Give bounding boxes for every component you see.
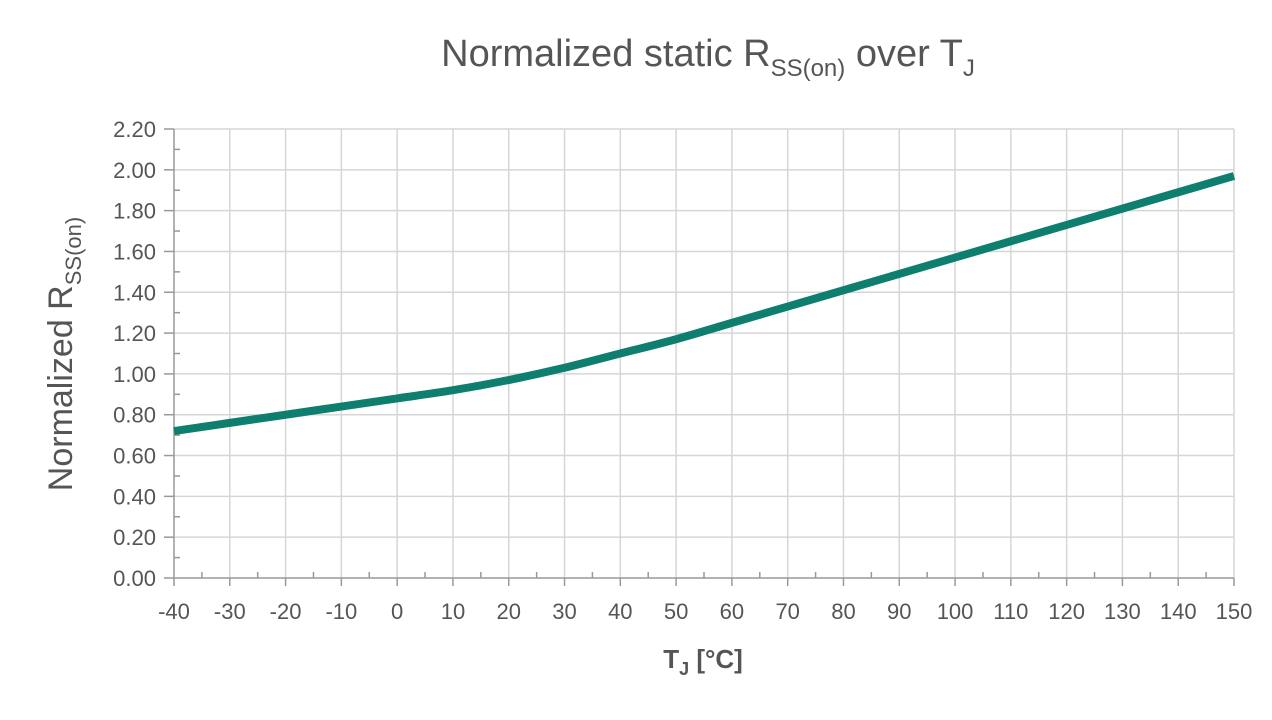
x-tick-label: 50	[664, 599, 688, 624]
x-tick-label: 0	[391, 599, 403, 624]
y-tick-label: 1.40	[113, 280, 156, 305]
y-axis-label-main: Normalized R	[42, 285, 80, 491]
series-line-0	[173, 172, 1236, 436]
x-tick-label: 100	[937, 599, 974, 624]
y-tick-label: 1.20	[113, 321, 156, 346]
y-tick-label: 2.20	[113, 117, 156, 142]
x-tick-label: -30	[214, 599, 246, 624]
y-tick-label: 1.80	[113, 199, 156, 224]
y-tick-label: 0.00	[113, 566, 156, 591]
y-tick-label: 0.40	[113, 484, 156, 509]
chart-title-subscript: SS(on)	[771, 55, 846, 82]
x-axis-label: TJ [°C]	[663, 644, 743, 679]
x-tick-label: 80	[831, 599, 855, 624]
y-axis-label-subscript: SS(on)	[61, 217, 86, 285]
series	[173, 172, 1236, 436]
y-axis-label: Normalized RSS(on)	[42, 217, 86, 491]
x-tick-label: 60	[720, 599, 744, 624]
x-tick-label: 20	[496, 599, 520, 624]
x-axis-label-main: T	[663, 644, 679, 674]
y-tick-label: 1.60	[113, 239, 156, 264]
x-axis-label-subscript: J	[679, 659, 689, 679]
x-tick-label: 150	[1216, 599, 1253, 624]
y-tick-label: 1.00	[113, 362, 156, 387]
y-tick-label: 0.20	[113, 525, 156, 550]
x-tick-label: 130	[1104, 599, 1141, 624]
x-tick-label: 70	[775, 599, 799, 624]
x-tick-label: 110	[993, 599, 1028, 624]
ticks: -40 -30 -20 -10 0 10 20 30 40 50 60 70 80 90 100 110 120…	[113, 117, 1252, 624]
y-tick-label: 0.60	[113, 444, 156, 469]
x-tick-label: 40	[608, 599, 632, 624]
chart-title: Normalized static RSS(on) over TJ	[441, 33, 975, 82]
x-tick-label: 120	[1048, 599, 1085, 624]
chart-title-subscript-2: J	[963, 55, 975, 82]
x-tick-label: -40	[158, 599, 190, 624]
chart-title-rest: over T	[845, 33, 963, 75]
grid	[174, 128, 1235, 578]
x-tick-label: 140	[1160, 599, 1197, 624]
chart-title-main: Normalized static R	[441, 33, 770, 75]
x-tick-label: 90	[887, 599, 911, 624]
x-tick-label: -10	[325, 599, 357, 624]
x-tick-label: 30	[552, 599, 576, 624]
axes	[173, 129, 1234, 579]
x-axis-label-rest: [°C]	[689, 644, 743, 674]
y-tick-label: 2.00	[113, 158, 156, 183]
x-tick-label: 10	[441, 599, 465, 624]
y-tick-label: 0.80	[113, 403, 156, 428]
x-tick-label: -20	[270, 599, 302, 624]
